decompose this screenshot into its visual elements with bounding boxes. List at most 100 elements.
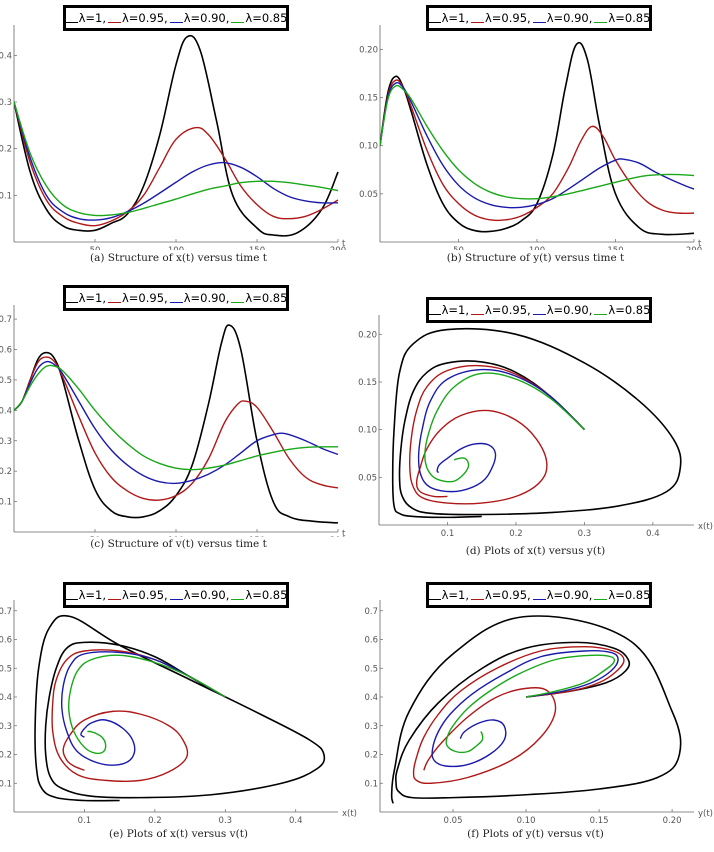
y-tick-label: 0.2 (0, 751, 12, 761)
legend-entry: λ=0.95, (107, 588, 170, 602)
y-tick-label: 0.5 (0, 664, 12, 674)
legend-separator: , (225, 11, 230, 25)
legend-entry: λ=1, (64, 11, 108, 25)
series-line-2 (380, 79, 695, 222)
legend-separator: , (465, 303, 469, 317)
x-axis-label: t (698, 239, 702, 249)
series-line-2 (14, 101, 339, 227)
legend-entry: λ=1, (64, 588, 108, 602)
y-tick-label: 0.10 (359, 142, 378, 152)
legend-entry: λ=0.90, (169, 588, 232, 602)
y-axis-label: y(t) (373, 25, 388, 26)
chart-a: 501001502000.10.20.30.4x(t)t (0, 25, 346, 250)
legend-e: λ=1, λ=0.95, λ=0.90, λ=0.85 (63, 582, 289, 608)
y-tick-label: 0.10 (358, 426, 377, 436)
legend-a: λ=1, λ=0.95, λ=0.90, λ=0.85 (63, 5, 289, 31)
legend-swatch (532, 599, 546, 600)
legend-separator: , (527, 11, 531, 25)
legend-label: λ=0.95 (121, 291, 165, 305)
x-tick-label: 150 (249, 536, 265, 537)
x-axis-label: y(t) (698, 809, 713, 819)
legend-separator: , (588, 11, 593, 25)
y-tick-label: 0.4 (364, 693, 378, 703)
legend-entry: λ=0.90, (169, 291, 232, 305)
legend-label: λ=0.90 (546, 588, 589, 602)
series-line-4 (380, 84, 695, 200)
caption-c: (c) Structure of v(t) versus time t (90, 538, 267, 550)
legend-swatch (427, 314, 441, 315)
series-line-4 (424, 372, 585, 483)
legend-label: λ=0.85 (245, 11, 288, 25)
legend-swatch (169, 302, 183, 303)
series-line-2 (51, 649, 226, 783)
legend-separator: , (588, 303, 593, 317)
series-line-4 (445, 654, 616, 754)
x-axis-label: t (342, 529, 346, 537)
y-tick-label: 0.4 (0, 693, 12, 703)
y-tick-label: 0.3 (0, 437, 12, 447)
x-tick-label: 0.4 (289, 816, 303, 826)
legend-entry: λ=1, (427, 303, 471, 317)
legend-b: λ=1, λ=0.95, λ=0.90, λ=0.85 (426, 5, 652, 31)
series-line-2 (409, 364, 585, 505)
y-tick-label: 0.3 (364, 722, 378, 732)
series-line-1 (390, 615, 682, 804)
legend-separator: , (164, 11, 168, 25)
y-tick-label: 0.5 (364, 664, 378, 674)
legend-swatch (169, 599, 183, 600)
y-tick-label: 0.2 (364, 751, 378, 761)
x-tick-label: 0.20 (663, 816, 682, 826)
legend-f: λ=1, λ=0.95, λ=0.90, λ=0.85 (426, 582, 652, 608)
y-tick-label: 0.15 (358, 378, 377, 388)
series-line-3 (417, 368, 585, 493)
legend-swatch (64, 599, 78, 600)
legend-label: λ=0.95 (484, 11, 528, 25)
legend-label: λ=0.95 (121, 11, 165, 25)
legend-swatch (470, 22, 484, 23)
legend-entry: λ=1, (427, 11, 471, 25)
series-line-3 (60, 651, 226, 766)
legend-label: λ=0.95 (484, 303, 528, 317)
y-tick-label: 0.4 (0, 51, 12, 61)
legend-label: λ=0.90 (546, 11, 589, 25)
x-tick-label: 0.15 (590, 816, 609, 826)
x-tick-label: 150 (249, 246, 265, 250)
x-tick-label: 0.1 (78, 816, 92, 826)
caption-e: (e) Plots of x(t) versus v(t) (108, 828, 249, 840)
y-tick-label: 0.1 (0, 498, 12, 508)
y-tick-label: 0.05 (359, 190, 378, 200)
series-line-3 (431, 649, 619, 768)
legend-label: λ=0.90 (183, 11, 226, 25)
legend-label: λ=0.85 (245, 291, 288, 305)
legend-label: λ=1 (78, 588, 103, 602)
x-tick-label: 50 (453, 246, 464, 250)
legend-separator: , (164, 291, 168, 305)
x-tick-label: 200 (686, 246, 702, 250)
y-tick-label: 0.1 (0, 779, 12, 789)
y-tick-label: 0.3 (0, 98, 12, 108)
legend-label: λ=0.85 (245, 588, 288, 602)
legend-label: λ=0.85 (608, 11, 651, 25)
series-line-1 (34, 614, 326, 802)
legend-swatch (231, 22, 245, 23)
caption-d: (d) Plots of x(t) versus y(t) (465, 545, 606, 557)
legend-swatch (594, 314, 608, 315)
series-line-1 (391, 327, 682, 519)
caption-b: (b) Structure of y(t) versus time t (446, 252, 625, 264)
chart-c: 501001502000.10.20.30.40.50.60.7v(t)t (0, 305, 346, 537)
x-tick-label: 50 (90, 536, 101, 537)
caption-a: (a) Structure of x(t) versus time t (90, 252, 267, 264)
legend-swatch (107, 599, 121, 600)
chart-d: 0.10.20.30.40.050.100.150.20y(t)x(t) (358, 315, 713, 539)
legend-separator: , (225, 291, 230, 305)
x-tick-label: 100 (168, 536, 184, 537)
legend-swatch (532, 314, 546, 315)
series-line-4 (14, 364, 339, 471)
series-line-2 (412, 645, 625, 785)
legend-entry: λ=0.85 (231, 291, 287, 305)
series-line-4 (14, 101, 339, 217)
legend-separator: , (465, 11, 469, 25)
legend-swatch (107, 302, 121, 303)
legend-swatch (427, 599, 441, 600)
legend-separator: , (465, 588, 469, 602)
